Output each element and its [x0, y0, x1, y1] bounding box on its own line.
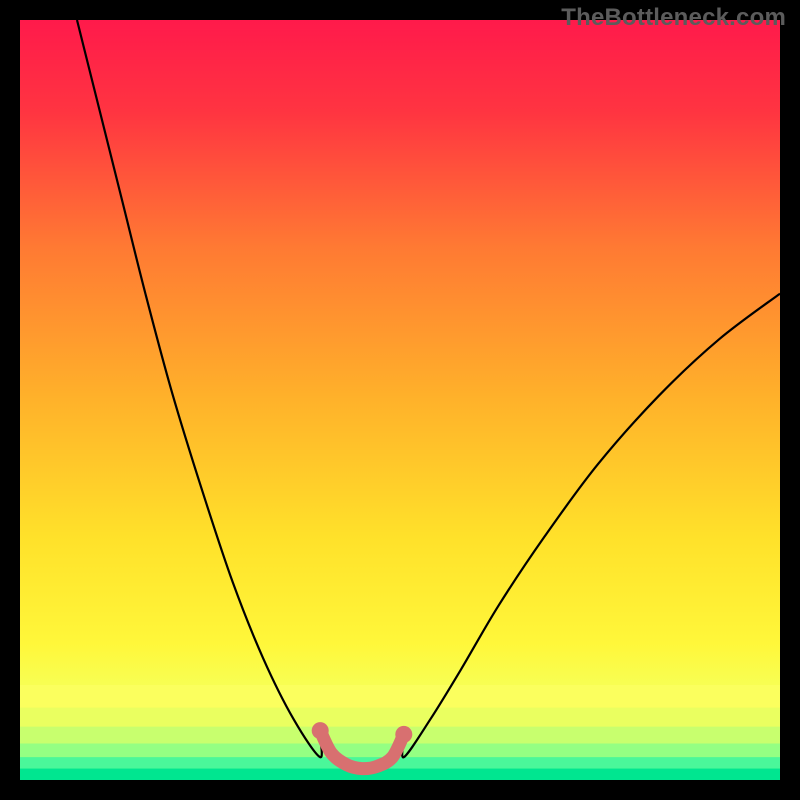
- plot-background: [20, 20, 780, 780]
- valley-end-dot: [312, 722, 329, 739]
- valley-end-dot: [395, 726, 412, 743]
- watermark-text: TheBottleneck.com: [561, 4, 786, 32]
- chart-frame: TheBottleneck.com: [0, 0, 800, 800]
- bottleneck-v-curve-chart: [0, 0, 800, 800]
